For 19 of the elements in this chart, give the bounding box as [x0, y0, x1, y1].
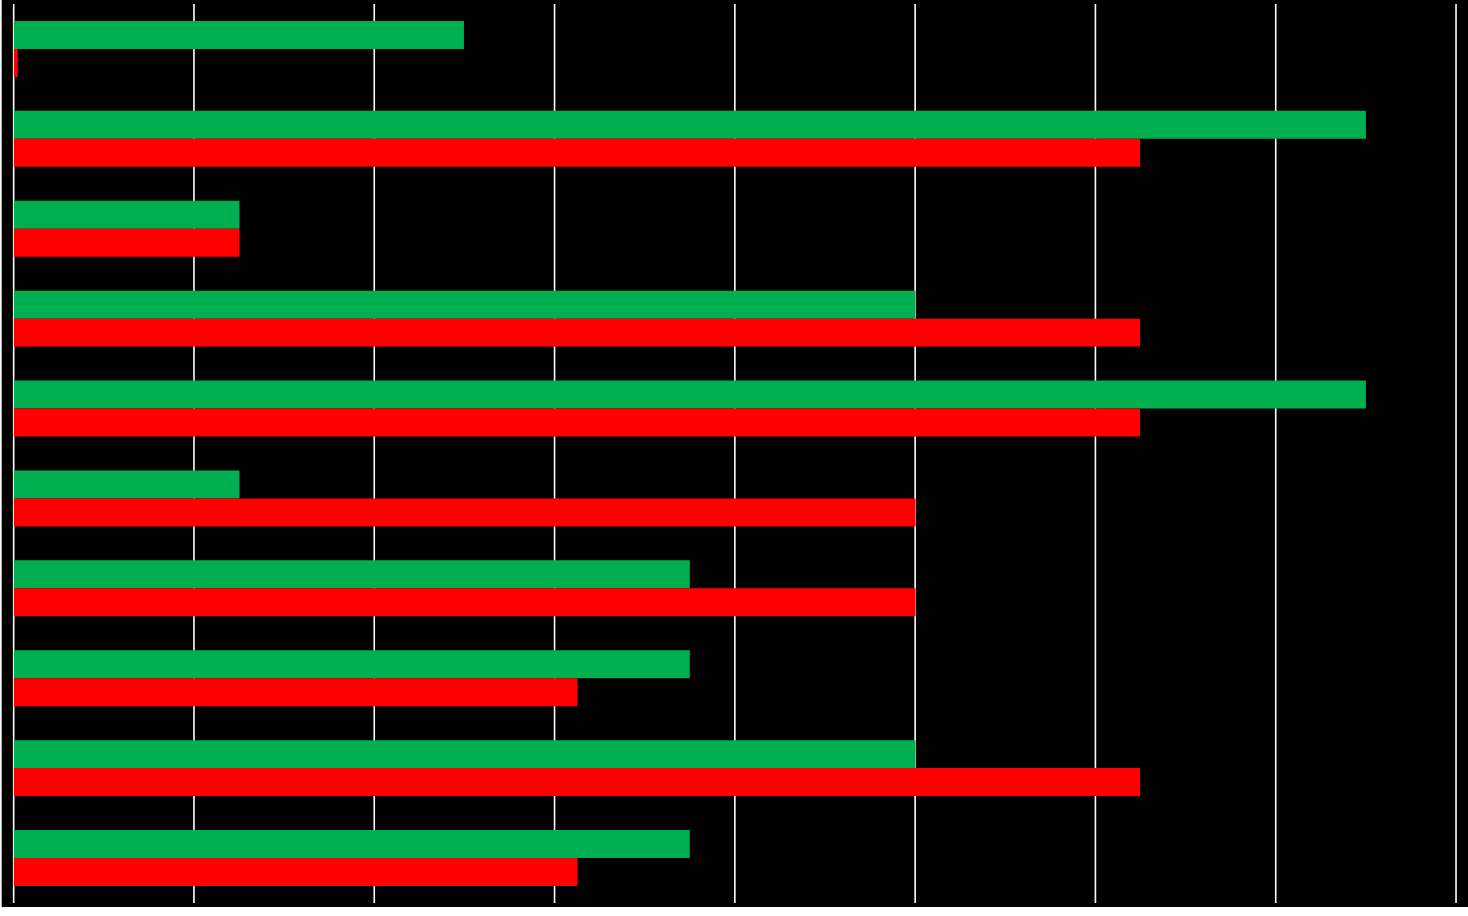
bar — [13, 290, 916, 319]
bar — [13, 498, 916, 527]
bar — [13, 200, 240, 229]
bar — [13, 470, 240, 499]
bar — [13, 560, 690, 589]
bar — [13, 318, 1141, 347]
bar — [13, 649, 690, 678]
bar — [13, 228, 240, 257]
bar — [13, 677, 578, 706]
bar — [13, 739, 916, 768]
bar — [13, 380, 1366, 409]
bar — [13, 588, 916, 616]
bar — [13, 767, 1141, 796]
bar — [13, 20, 464, 49]
bar — [13, 829, 690, 858]
bar — [13, 408, 1141, 437]
bar — [13, 110, 1366, 139]
bar — [13, 857, 578, 886]
bar — [13, 138, 1141, 167]
